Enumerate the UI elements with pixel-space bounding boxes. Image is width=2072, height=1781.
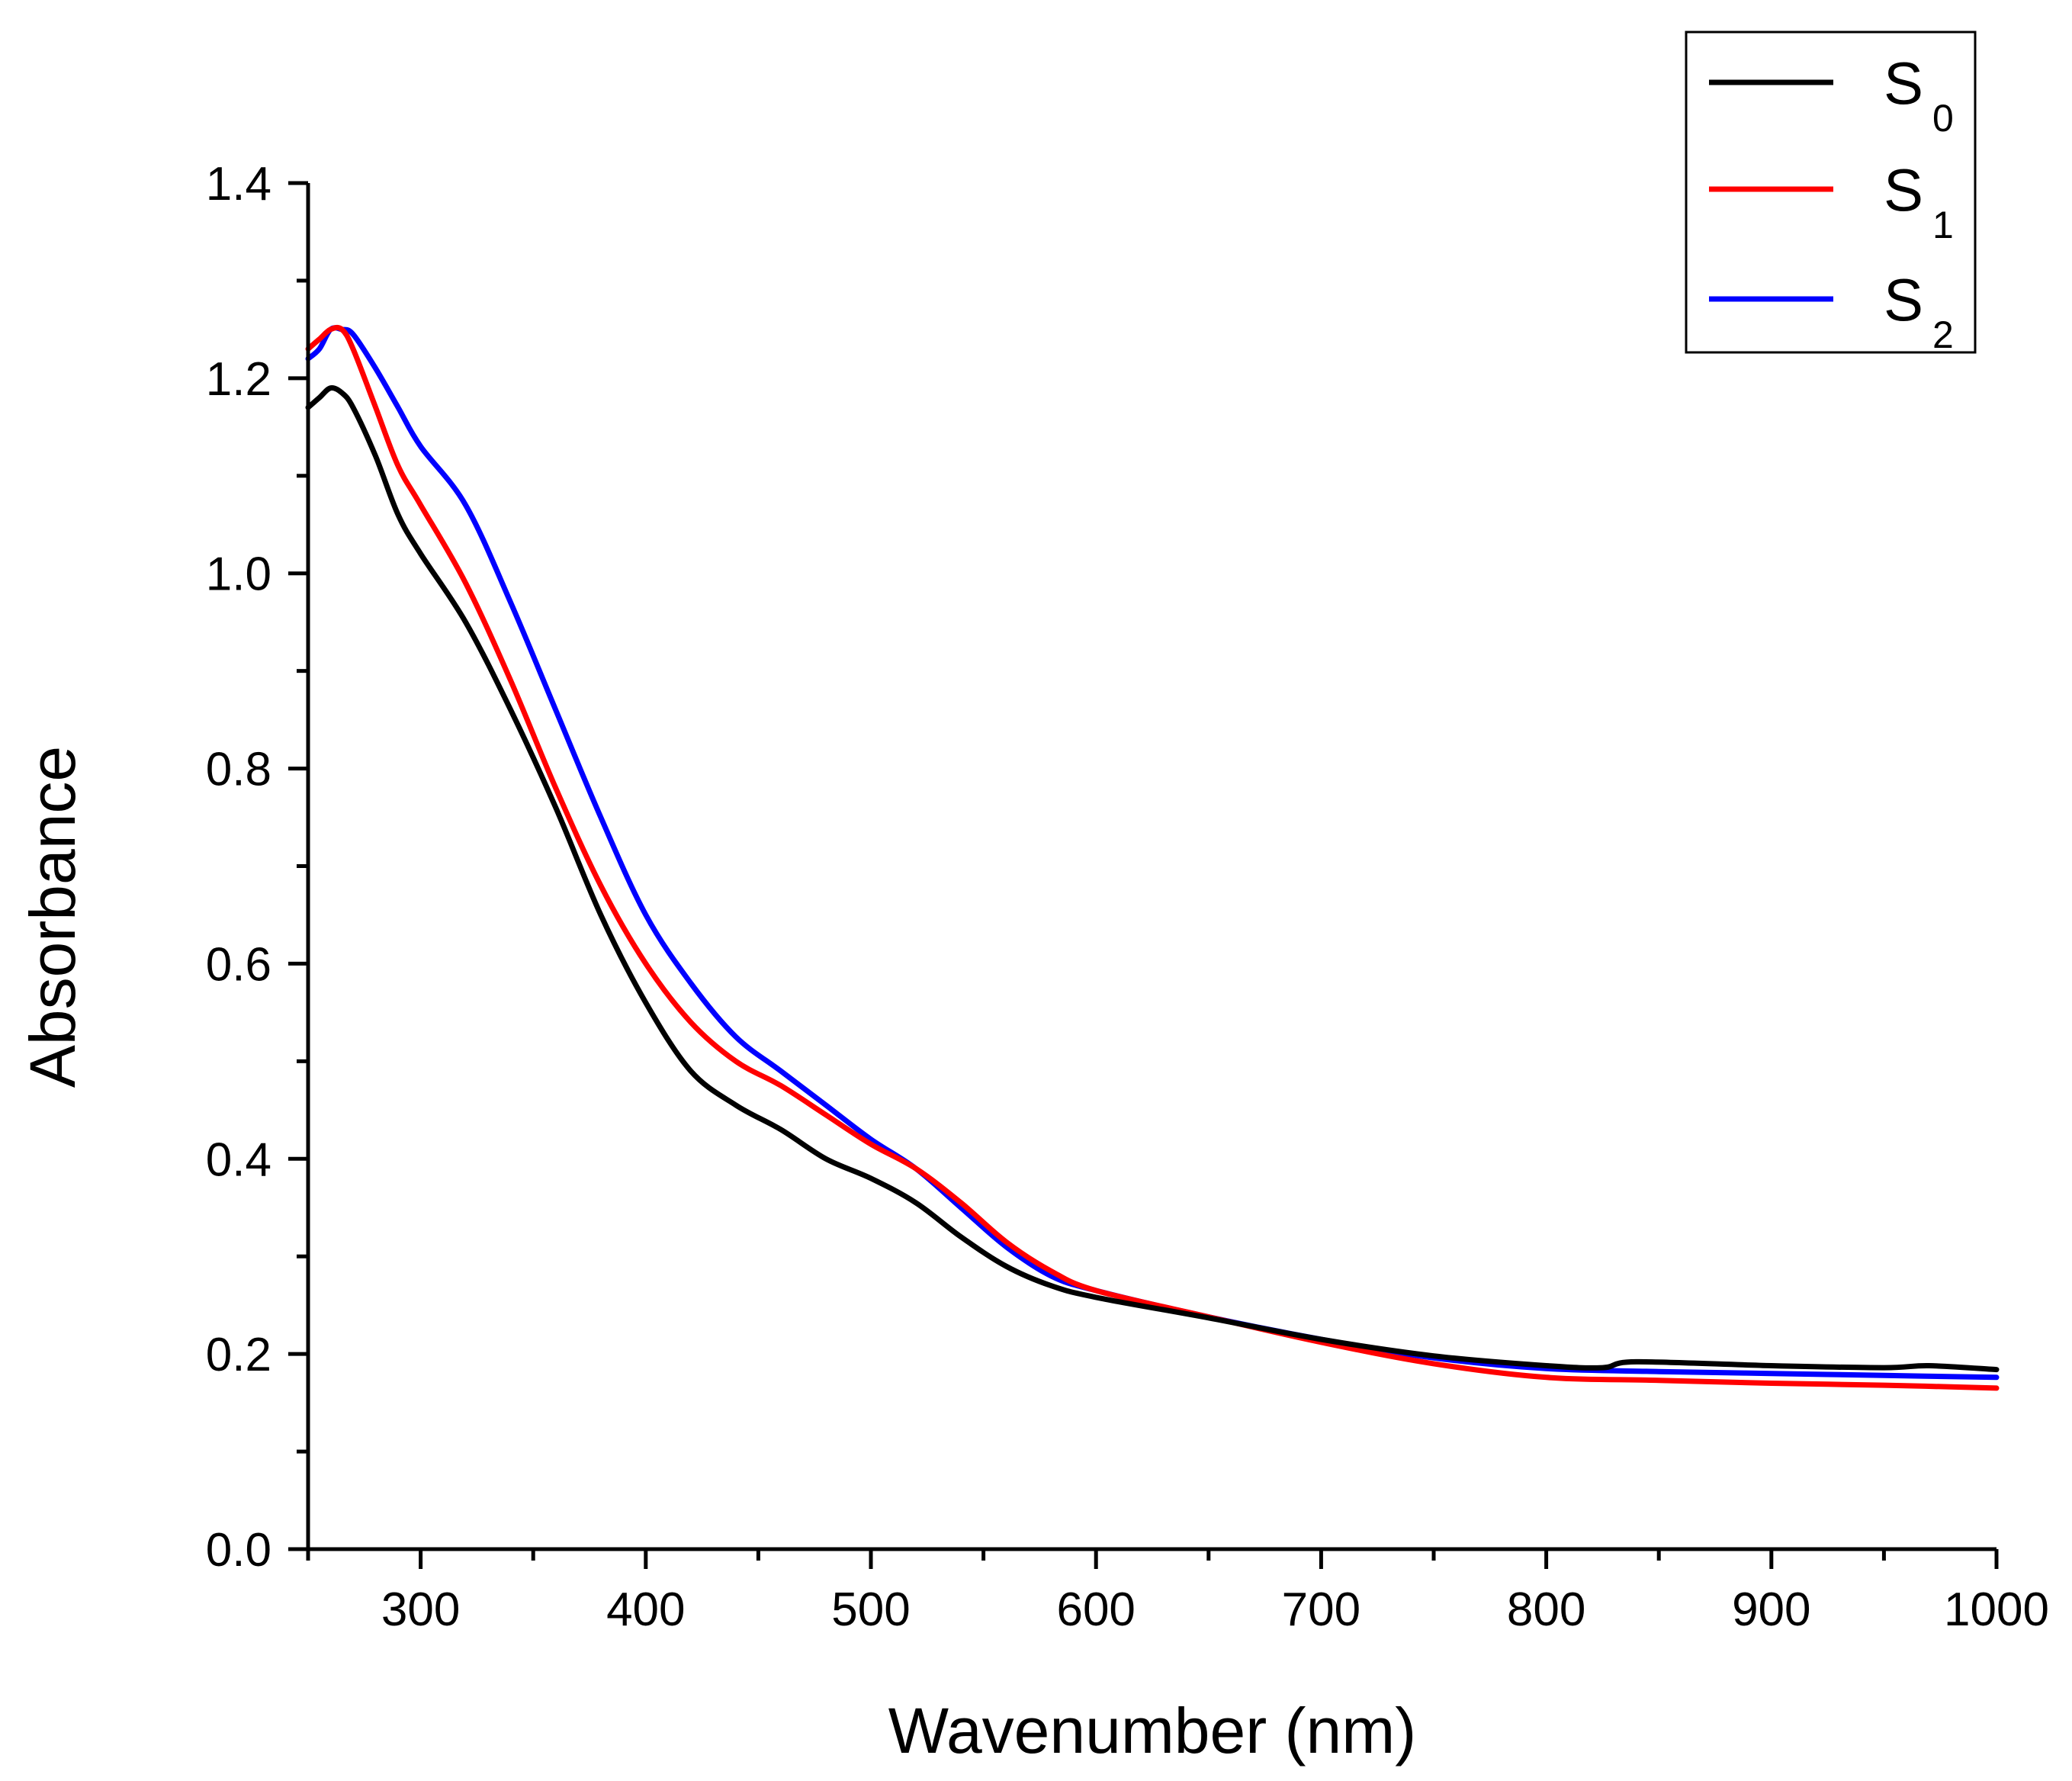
legend-subscript-s0: 0 bbox=[1932, 97, 1954, 140]
y-tick-label: 0.0 bbox=[206, 1524, 271, 1577]
y-axis-title: Absorbance bbox=[17, 746, 88, 1088]
axes bbox=[306, 183, 1997, 1551]
x-tick-label: 500 bbox=[831, 1583, 910, 1636]
y-tick-label: 0.6 bbox=[206, 938, 271, 991]
legend-label-s0: S bbox=[1884, 50, 1923, 117]
legend-label-s1: S bbox=[1884, 156, 1923, 223]
x-tick-label: 600 bbox=[1056, 1583, 1135, 1636]
axis-ticks bbox=[288, 181, 1999, 1569]
x-tick-label: 800 bbox=[1507, 1583, 1585, 1636]
legend-subscript-s1: 1 bbox=[1932, 204, 1954, 246]
legend-subscript-s2: 2 bbox=[1932, 313, 1954, 356]
plot-area bbox=[305, 324, 2000, 1391]
series-line-s1 bbox=[305, 324, 2000, 1391]
y-tick-label: 1.2 bbox=[206, 353, 271, 406]
y-tick-label: 0.8 bbox=[206, 744, 271, 796]
tick-labels: 0.0 0.2 0.4 0.6 0.8 1.0 1.2 1.4 300 400 500 600 700 8… bbox=[206, 158, 2049, 1636]
x-tick-label: 400 bbox=[606, 1583, 685, 1636]
x-tick-label: 300 bbox=[381, 1583, 460, 1636]
x-tick-label: 700 bbox=[1282, 1583, 1360, 1636]
y-tick-label: 0.2 bbox=[206, 1329, 271, 1381]
legend-label-s2: S bbox=[1884, 266, 1923, 333]
y-tick-label: 0.4 bbox=[206, 1133, 271, 1186]
y-tick-label: 1.0 bbox=[206, 548, 271, 601]
x-tick-label: 1000 bbox=[1944, 1583, 2049, 1636]
x-axis-title: Wavenumber (nm) bbox=[888, 1695, 1416, 1767]
series-line-s0 bbox=[305, 384, 2000, 1373]
y-tick-label: 1.4 bbox=[206, 158, 271, 211]
x-tick-label: 900 bbox=[1732, 1583, 1810, 1636]
series-line-s2 bbox=[305, 325, 2000, 1381]
